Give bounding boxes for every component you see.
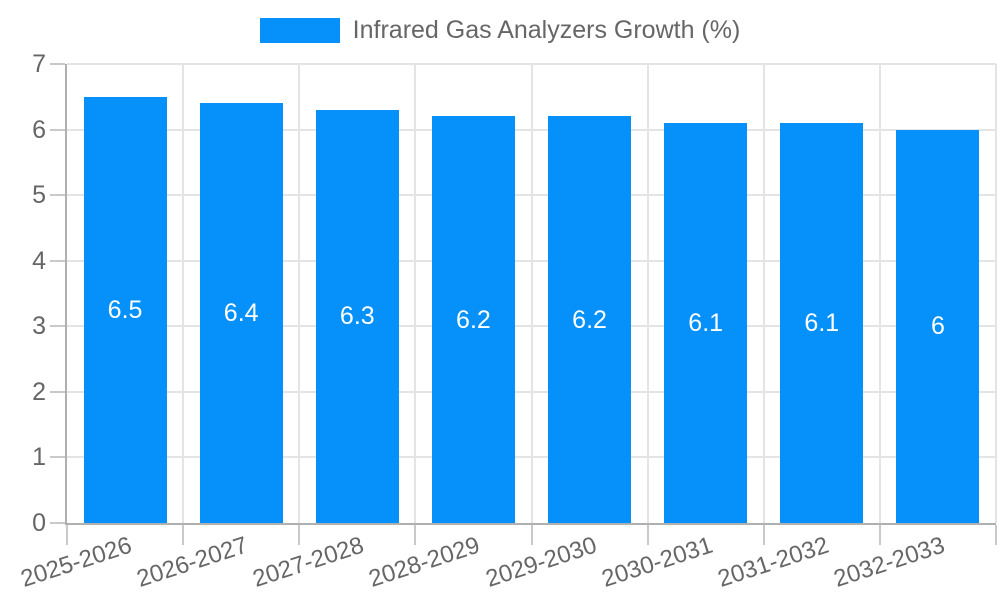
bar[interactable]: [896, 129, 980, 523]
bar[interactable]: [199, 103, 283, 523]
y-axis-tick: [50, 194, 65, 197]
x-axis-tick: [66, 525, 68, 545]
bar-value-label: 6.5: [107, 295, 143, 324]
bar-value-label: 6: [930, 312, 945, 341]
y-axis-tick: [50, 128, 65, 131]
y-axis-tick: [50, 456, 65, 459]
x-axis-tick: [298, 525, 301, 545]
bar-value-label: 6.2: [456, 305, 491, 334]
y-axis-label: 3: [32, 312, 46, 341]
bar-value-label: 6.1: [688, 309, 724, 337]
x-axis-tick: [646, 525, 649, 545]
x-axis-tick: [182, 525, 185, 545]
y-axis-tick: [50, 63, 65, 65]
y-axis-tick: [50, 325, 65, 328]
v-gridline: [414, 64, 417, 523]
x-axis-line: [65, 523, 996, 525]
bar[interactable]: [664, 123, 748, 523]
y-axis-tick: [50, 390, 65, 393]
bar-value-label: 6.4: [223, 299, 259, 328]
y-axis-label: 5: [32, 181, 46, 210]
y-axis-label: 7: [32, 50, 46, 78]
x-axis-tick: [530, 525, 533, 545]
v-gridline: [182, 64, 185, 523]
v-gridline: [646, 64, 649, 523]
y-axis-label: 1: [32, 443, 46, 472]
y-axis-tick: [50, 259, 65, 262]
bar[interactable]: [83, 96, 167, 523]
bar[interactable]: [548, 116, 632, 523]
x-axis-tick: [995, 525, 997, 545]
x-axis-tick: [878, 525, 881, 545]
bar[interactable]: [315, 109, 399, 523]
y-axis-line: [65, 64, 67, 525]
bar-value-label: 6.3: [339, 302, 375, 331]
legend-swatch: [259, 17, 340, 43]
v-gridline: [762, 64, 765, 523]
v-gridline: [878, 64, 881, 523]
v-gridline: [298, 64, 301, 523]
x-axis-tick: [762, 525, 765, 545]
v-gridline: [530, 64, 533, 523]
x-axis-tick: [414, 525, 417, 545]
bar-value-label: 6.1: [804, 309, 840, 337]
y-axis-label: 2: [32, 377, 46, 406]
v-gridline: [995, 64, 997, 523]
bar-value-label: 6.2: [572, 305, 607, 334]
y-axis-label: 6: [32, 115, 46, 144]
y-axis-label: 4: [32, 246, 46, 275]
y-axis-label: 0: [32, 509, 46, 537]
chart-legend[interactable]: Infrared Gas Analyzers Growth (%): [0, 16, 1000, 44]
bar[interactable]: [780, 123, 864, 523]
bar[interactable]: [431, 116, 515, 523]
y-axis-tick: [50, 522, 65, 524]
legend-label: Infrared Gas Analyzers Growth (%): [352, 16, 741, 44]
